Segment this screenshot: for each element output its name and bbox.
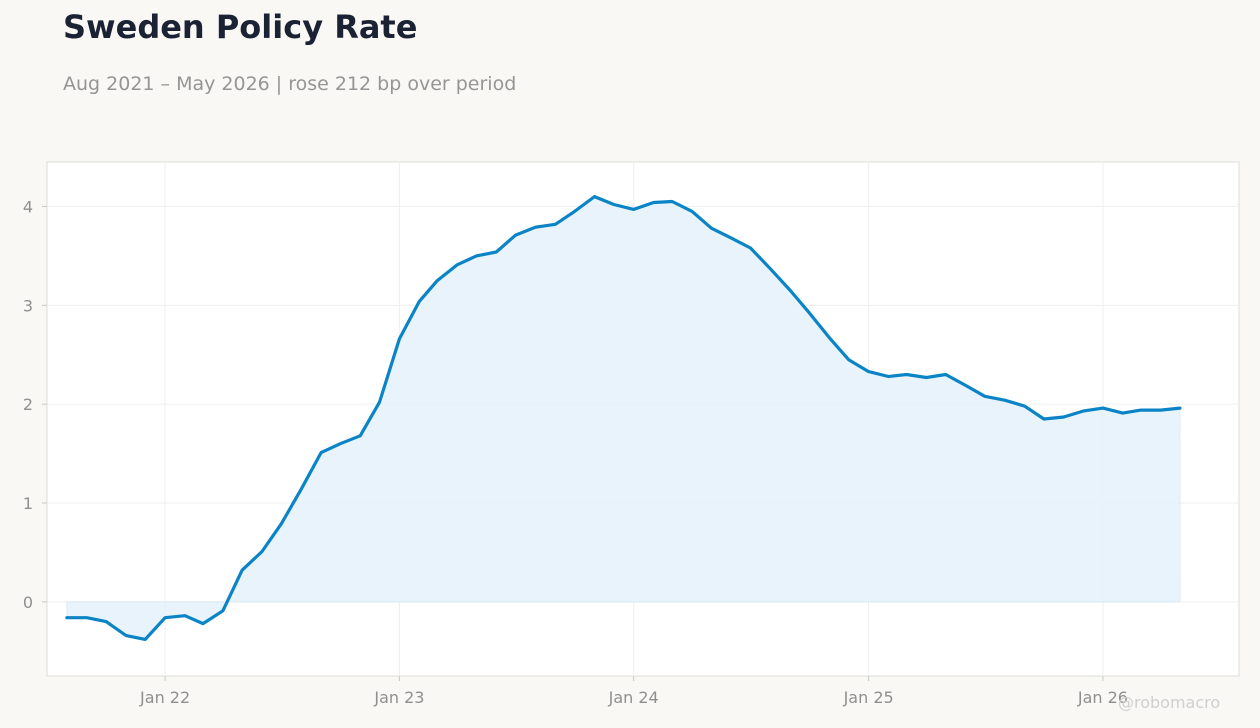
- x-tick-label: Jan 22: [139, 688, 190, 707]
- y-tick-label: 1: [23, 494, 33, 513]
- x-tick-label: Jan 24: [608, 688, 659, 707]
- chart-subtitle: Aug 2021 – May 2026 | rose 212 bp over p…: [63, 73, 517, 95]
- watermark: @robomacro: [1118, 693, 1221, 712]
- x-tick-label: Jan 25: [843, 688, 894, 707]
- y-tick-label: 4: [23, 197, 33, 216]
- y-tick-label: 0: [23, 593, 33, 612]
- chart-title: Sweden Policy Rate: [63, 8, 418, 46]
- y-axis-ticks: 0 1 2 3 4: [23, 197, 47, 612]
- y-tick-label: 2: [23, 395, 33, 414]
- series-line: [65, 195, 1182, 641]
- series-line-layer: [65, 195, 1182, 641]
- y-tick-label: 3: [23, 296, 33, 315]
- x-tick-label: Jan 23: [373, 688, 424, 707]
- x-axis-ticks: Jan 22 Jan 23 Jan 24 Jan 25 Jan 26: [139, 676, 1128, 707]
- x-tick-label: Jan 26: [1077, 688, 1128, 707]
